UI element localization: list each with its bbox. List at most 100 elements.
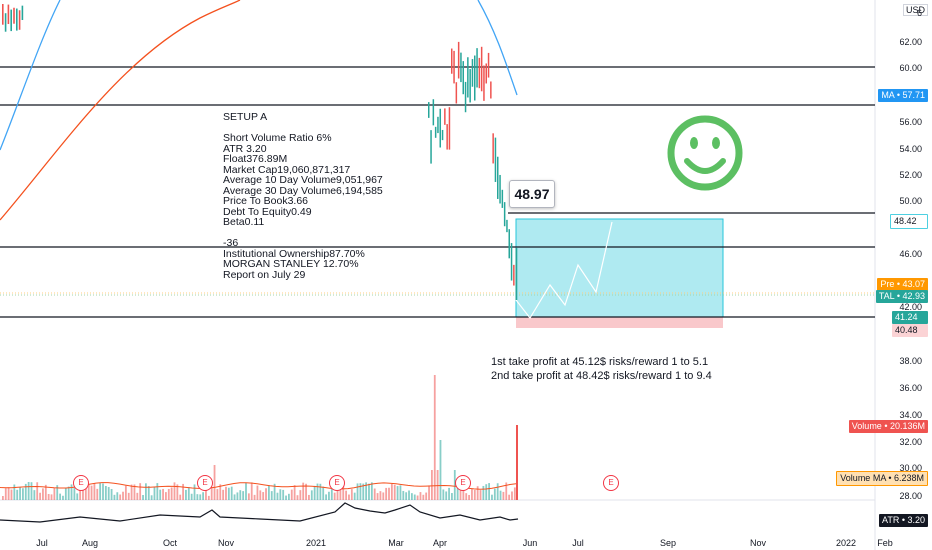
earnings-marker[interactable]: E [197,475,213,491]
volume-bar [36,482,39,500]
volume-bar [39,492,41,500]
price-axis-label: 52.00 [899,170,922,180]
candle [7,4,10,25]
volume-bar [156,483,159,500]
volume-bar [402,490,405,500]
setup-note-line: SETUP A [223,111,268,123]
earnings-marker[interactable]: E [603,475,619,491]
volume-ma-tag: Volume MA • 6.238M [836,471,928,486]
volume-bar [259,490,262,500]
volume-bar [382,492,385,500]
price-axis-label: 54.00 [899,144,922,154]
volume-bar [179,494,182,500]
volume-bar [302,482,305,500]
volume-bar [313,485,316,500]
volume-bar [7,487,10,500]
volume-bar [119,494,122,500]
volume-bar [73,487,76,500]
volume-bar [236,492,239,500]
candle [471,59,474,87]
entry-price-tag: 41.24 [892,311,928,324]
volume-bar [56,485,59,500]
volume-bar [350,489,353,500]
candle [464,81,467,113]
volume-bar [348,494,350,500]
volume-tag: Volume • 20.136M [848,420,928,433]
volume-bar [476,486,479,500]
time-axis-label: Oct [162,538,178,548]
volume-bar [182,483,184,500]
volume-bar [193,484,196,500]
candle [2,4,4,25]
volume-bar [130,484,133,500]
time-axis-label: Jun [522,538,538,548]
volume-bar [136,492,139,500]
volume-bar [216,489,219,500]
candle [499,174,501,204]
volume-bar [59,493,61,500]
volume-bar [299,490,302,500]
volume-bar [385,487,388,500]
volume-bar [310,490,313,500]
volume-bar [22,488,24,500]
currency-label[interactable]: USD [902,4,928,16]
candle [510,243,513,281]
volume-bar [185,489,187,500]
price-axis-label: 32.00 [899,437,922,447]
volume-bar [513,487,516,500]
volume-bar [319,483,322,500]
volume-bar [433,375,436,500]
time-axis-label: 2022 [835,538,857,548]
setup-note-line: Report on July 29 [223,268,306,281]
volume-bar [127,492,130,500]
volume-bar [219,484,222,500]
candle [508,229,510,259]
volume-bar [330,488,333,500]
volume-bar [288,493,290,500]
volume-bar [196,494,199,500]
candle [453,50,455,84]
price-axis-label: 56.00 [899,117,922,127]
earnings-marker[interactable]: E [73,475,89,491]
volume-bar [96,488,99,500]
setup-note-line: Float376.89M [223,153,288,165]
candle [432,99,435,126]
volume-bar [370,482,373,500]
candle [506,219,508,233]
volume-bar [293,485,296,500]
time-axis-label: 2021 [305,538,327,548]
volume-bar [202,492,204,500]
volume-bar [113,494,116,500]
volume-bar [365,482,368,500]
volume-bar [393,484,396,500]
volume-bar [64,487,67,500]
setup-note-line: Beta0.11 [223,216,265,228]
take-profit-line: 1st take profit at 45.12$ risks/reward 1… [491,356,709,368]
volume-bar [479,490,482,500]
candle [10,9,12,32]
volume-bar [273,483,276,500]
volume-bar [485,484,488,500]
volume-bar [413,494,416,500]
volume-bar [44,484,47,500]
volume-bar [30,482,33,500]
volume-bar [213,465,216,500]
volume-bar [448,487,450,500]
volume-bar [10,489,13,500]
volume-bar [227,487,230,500]
earnings-marker[interactable]: E [329,475,345,491]
volume-bar [356,483,359,500]
volume-bar [230,486,233,500]
volume-bar [2,496,4,500]
volume-bar [173,482,176,500]
volume-bar [499,490,502,500]
earnings-marker[interactable]: E [455,475,471,491]
candle [448,107,451,150]
candle [515,248,518,300]
volume-bar [124,485,127,500]
candle [434,126,437,138]
volume-bar [33,490,36,500]
volume-bar [390,483,393,500]
volume-bar [516,425,518,500]
